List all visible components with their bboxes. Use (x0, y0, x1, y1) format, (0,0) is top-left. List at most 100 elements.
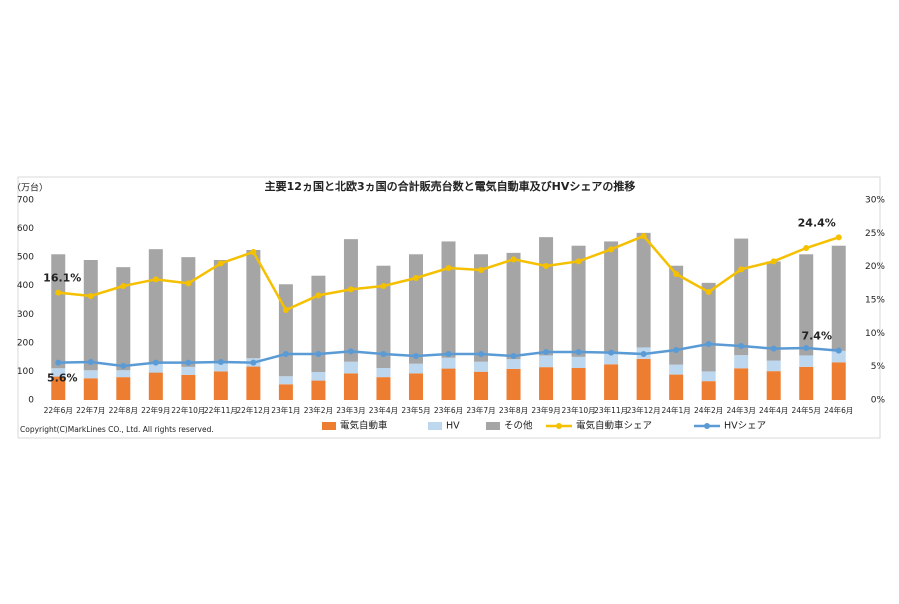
line-marker (315, 351, 322, 357)
y-tick-label: 400 (17, 281, 34, 291)
bar-segment (734, 238, 749, 356)
x-tick-label: 22年6月 (44, 405, 73, 415)
x-tick-label: 23年8月 (499, 405, 528, 415)
bar-segment (213, 260, 228, 364)
line-marker (705, 289, 712, 295)
bar-segment (278, 284, 293, 377)
line-marker (673, 347, 680, 353)
line-marker (835, 234, 842, 241)
bar-segment (669, 374, 684, 400)
y-tick-label: 300 (17, 310, 34, 320)
bar-segment (311, 275, 326, 372)
bar-segment (474, 254, 489, 362)
line-marker (282, 307, 289, 313)
bar-segment (343, 373, 358, 400)
legend-swatch (322, 422, 336, 430)
y-axis-label: （万台） (12, 182, 48, 194)
y2-tick-label: 30% (865, 196, 885, 206)
bar-segment (343, 239, 358, 362)
line-marker (282, 351, 289, 357)
bar-segment (831, 245, 846, 351)
x-tick-label: 24年4月 (759, 405, 788, 415)
x-tick-label: 23年11月 (594, 405, 628, 415)
line-marker (608, 246, 615, 253)
bar-segment (246, 366, 261, 400)
legend-label: その他 (504, 420, 533, 432)
line-marker (640, 233, 647, 239)
data-label: 7.4% (801, 330, 832, 343)
legend-swatch (704, 423, 710, 429)
x-tick-label: 23年1月 (271, 405, 300, 415)
bar-segment (734, 368, 749, 400)
x-tick-label: 23年4月 (369, 405, 398, 415)
line-marker (835, 347, 842, 354)
bar-segment (213, 371, 228, 400)
bar-segment (116, 377, 131, 400)
bar-segment (148, 364, 163, 373)
bar-segment (343, 361, 358, 374)
line-marker (347, 286, 354, 293)
bar-segment (246, 250, 261, 359)
bar-segment (408, 363, 423, 374)
bar-segment (831, 350, 846, 363)
bar-segment (181, 366, 196, 375)
bar-segment (116, 370, 131, 378)
line-marker (347, 348, 354, 355)
x-tick-label: 24年6月 (824, 405, 853, 415)
bar-segment (799, 254, 814, 356)
line-marker (185, 359, 192, 366)
x-tick-label: 23年12月 (627, 405, 661, 415)
x-tick-label: 23年10月 (562, 405, 596, 415)
bar-segment (213, 363, 228, 372)
line-marker (738, 343, 745, 349)
line-marker (608, 349, 615, 356)
line-marker (673, 271, 680, 277)
bar-segment (571, 245, 586, 357)
bar-segment (83, 260, 98, 371)
bar-segment (701, 371, 716, 382)
bar-segment (799, 366, 814, 400)
bar-segment (766, 261, 781, 361)
x-tick-label: 23年9月 (531, 405, 560, 415)
x-tick-label: 23年7月 (466, 405, 495, 415)
bar-segment (311, 372, 326, 381)
bar-segment (669, 364, 684, 375)
x-tick-label: 24年5月 (792, 405, 821, 415)
bar-segment (181, 374, 196, 400)
line-marker (55, 359, 62, 366)
line-marker (380, 351, 387, 357)
bar-segment (278, 376, 293, 385)
x-tick-label: 23年3月 (336, 405, 365, 415)
bar-segment (701, 282, 716, 372)
y2-tick-label: 15% (865, 296, 885, 306)
line-marker (770, 258, 777, 265)
bar-segment (539, 367, 554, 400)
line-marker (55, 289, 62, 296)
x-tick-label: 22年9月 (141, 405, 170, 415)
bar-segment (51, 254, 66, 369)
bar-segment (669, 265, 684, 365)
y-tick-label: 500 (17, 253, 34, 263)
bar-segment (408, 373, 423, 400)
bar-segment (799, 355, 814, 367)
line-marker (543, 263, 550, 269)
bar-segment (604, 353, 619, 365)
data-label: 24.4% (798, 216, 836, 229)
line-marker (250, 249, 257, 255)
bar-segment (701, 381, 716, 400)
x-tick-label: 22年7月 (76, 405, 105, 415)
line-marker (575, 349, 582, 355)
x-tick-label: 24年1月 (661, 405, 690, 415)
line-marker (510, 256, 517, 263)
bar-segment (51, 376, 66, 400)
x-tick-label: 24年3月 (727, 405, 756, 415)
bar-segment (766, 360, 781, 372)
y-tick-label: 100 (17, 367, 34, 377)
bar-segment (376, 377, 391, 400)
line-marker (152, 359, 159, 366)
y2-tick-label: 5% (871, 362, 886, 372)
data-label: 16.1% (43, 272, 81, 285)
line-marker (217, 359, 224, 365)
